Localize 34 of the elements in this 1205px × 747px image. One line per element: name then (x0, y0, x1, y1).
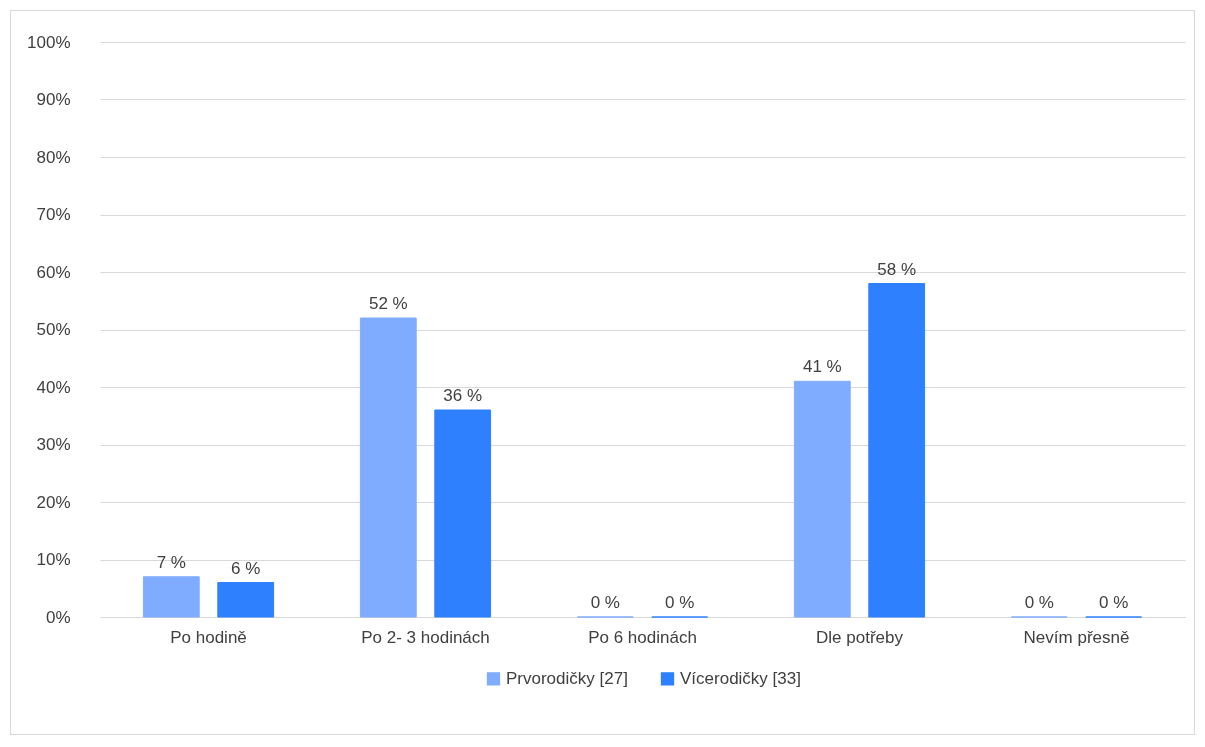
bar (359, 317, 417, 618)
data-label: 41 % (802, 357, 842, 377)
y-tick-label: 30% (36, 435, 71, 454)
y-tick-label: 70% (36, 205, 71, 224)
y-tick-label: 20% (36, 492, 71, 512)
data-label: 0 % (1024, 593, 1054, 612)
bar (793, 380, 851, 618)
x-tick-label: Po 6 hodinách (588, 627, 697, 647)
y-tick-label: 90% (36, 90, 71, 109)
data-label: 58 % (877, 259, 917, 279)
data-label: 36 % (443, 386, 483, 405)
data-label: 0 % (1099, 593, 1129, 612)
legend-label: Vícerodičky [33] (680, 668, 801, 688)
data-label: 52 % (368, 294, 408, 313)
data-label: 6 % (231, 558, 261, 578)
y-tick-label: 10% (36, 550, 71, 569)
y-tick-label: 0% (45, 607, 71, 627)
bar (142, 576, 200, 618)
data-label: 0 % (590, 593, 620, 612)
y-tick-label: 50% (36, 320, 71, 339)
bar (868, 283, 926, 618)
y-tick-label: 80% (36, 147, 71, 167)
data-label: 7 % (156, 552, 186, 572)
x-tick-label: Nevím přesně (1023, 627, 1130, 647)
bar (217, 582, 275, 618)
bar (434, 409, 492, 618)
legend-label: Prvorodičky [27] (506, 668, 628, 688)
y-tick-label: 40% (36, 377, 71, 397)
x-tick-label: Dle potřeby (816, 627, 904, 647)
x-tick-label: Po 2- 3 hodinách (361, 627, 490, 647)
x-tick-label: Po hodině (170, 627, 247, 647)
y-tick-label: 60% (36, 262, 71, 282)
y-tick-label: 100% (27, 32, 71, 52)
data-label: 0 % (665, 593, 695, 612)
